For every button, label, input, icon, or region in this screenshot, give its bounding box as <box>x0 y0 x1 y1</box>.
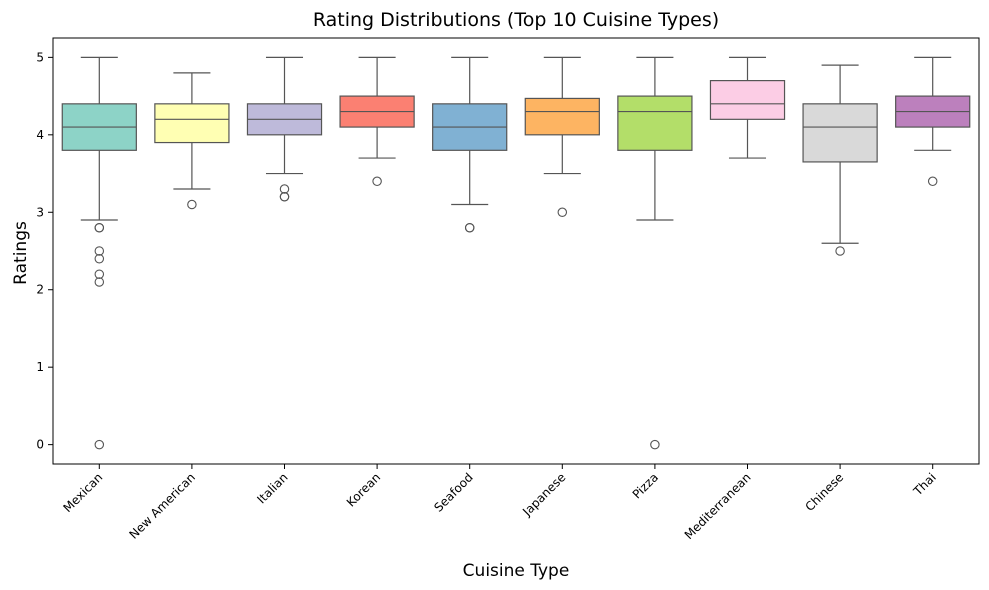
x-axis: Mexican New American Italian Korean Seafood J… <box>60 464 939 542</box>
y-tick-label: 1 <box>36 360 44 374</box>
outlier-point <box>464 223 475 233</box>
iqr-box <box>617 95 693 151</box>
x-tick-label: Italian <box>254 470 290 506</box>
x-tick-label: New American <box>127 470 198 541</box>
iqr-box <box>154 103 230 144</box>
x-tick-label: Japanese <box>519 470 568 519</box>
outlier-point <box>279 192 290 202</box>
outlier-point <box>835 246 845 256</box>
x-tick-label: Mexican <box>60 470 105 515</box>
x-axis-label: Cuisine Type <box>463 561 570 581</box>
outlier-point <box>94 269 105 279</box>
outlier-point <box>94 223 105 233</box>
outlier-point <box>927 176 938 187</box>
x-tick-label: Mediterranean <box>682 470 754 542</box>
outlier-point <box>94 439 105 450</box>
y-tick-label: 0 <box>36 438 44 452</box>
box-japanese <box>524 56 600 218</box>
box-new-american <box>154 72 230 210</box>
iqr-box <box>802 103 878 163</box>
iqr-box <box>709 79 786 120</box>
y-tick-label: 3 <box>36 205 44 219</box>
outlier-point <box>372 176 382 187</box>
y-tick-label: 2 <box>36 283 44 297</box>
box-mexican <box>61 56 137 450</box>
outlier-point <box>650 439 660 450</box>
plot-frame <box>52 37 980 465</box>
x-tick-label: Seafood <box>431 470 475 514</box>
y-tick-label: 5 <box>36 50 44 64</box>
box-chinese <box>802 64 878 256</box>
outlier-point <box>94 277 105 287</box>
box-mediterranean <box>709 56 786 159</box>
y-axis: 0 1 2 3 4 5 <box>36 50 53 452</box>
box-pizza <box>617 56 693 450</box>
chart-title: Rating Distributions (Top 10 Cuisine Typ… <box>313 9 719 31</box>
outlier-point <box>187 199 197 210</box>
outlier-point <box>557 207 568 218</box>
plot-area <box>61 56 971 450</box>
box-seafood <box>432 56 508 233</box>
x-tick-label: Chinese <box>802 470 846 514</box>
box-korean <box>339 56 415 187</box>
x-tick-label: Korean <box>344 470 383 509</box>
y-axis-label: Ratings <box>11 221 31 285</box>
outlier-point <box>279 184 290 194</box>
box-thai <box>895 56 971 187</box>
x-tick-label: Pizza <box>630 470 661 501</box>
outlier-point <box>94 253 105 264</box>
box-italian <box>246 56 323 202</box>
y-tick-label: 4 <box>36 128 44 142</box>
iqr-box <box>524 97 600 136</box>
x-tick-label: Thai <box>910 470 939 499</box>
outlier-point <box>94 246 105 256</box>
